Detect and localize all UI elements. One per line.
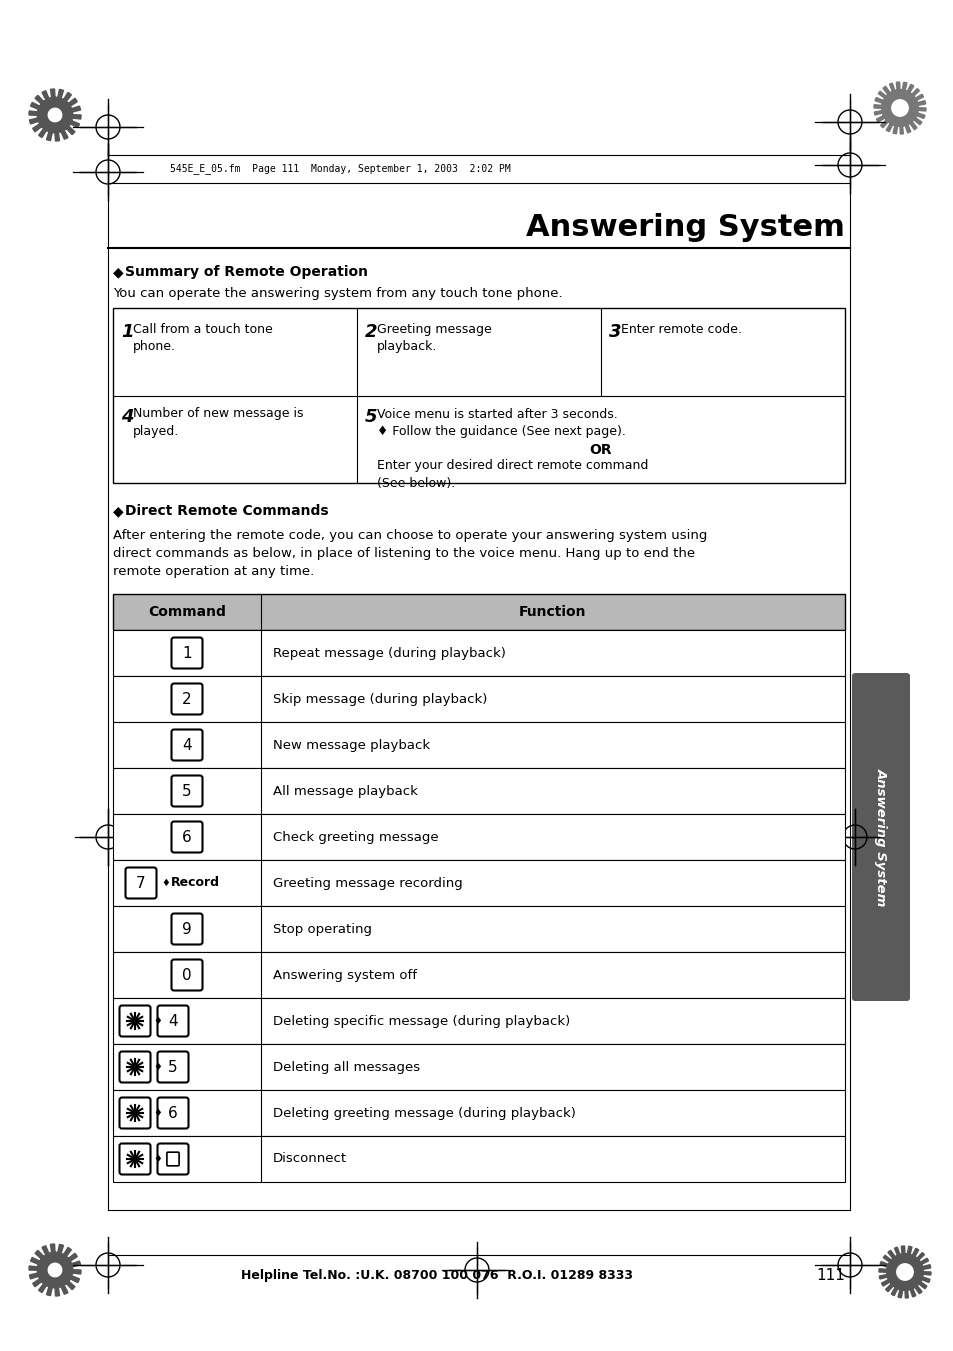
FancyBboxPatch shape xyxy=(112,861,844,907)
Text: Deleting all messages: Deleting all messages xyxy=(273,1061,419,1074)
Text: ♦: ♦ xyxy=(161,878,170,888)
Polygon shape xyxy=(896,1263,912,1281)
Text: Greeting message
playback.: Greeting message playback. xyxy=(376,323,491,353)
FancyBboxPatch shape xyxy=(157,1143,189,1174)
FancyBboxPatch shape xyxy=(172,959,202,990)
FancyBboxPatch shape xyxy=(119,1143,151,1174)
Polygon shape xyxy=(49,1263,62,1277)
FancyBboxPatch shape xyxy=(112,907,844,952)
Text: ♦: ♦ xyxy=(152,1016,162,1025)
Text: 7: 7 xyxy=(136,875,146,890)
FancyBboxPatch shape xyxy=(172,821,202,852)
Polygon shape xyxy=(49,108,62,122)
Text: Skip message (during playback): Skip message (during playback) xyxy=(273,693,487,705)
FancyBboxPatch shape xyxy=(112,630,844,676)
Text: 6: 6 xyxy=(182,830,192,844)
Text: Repeat message (during playback): Repeat message (during playback) xyxy=(273,647,505,659)
FancyBboxPatch shape xyxy=(157,1005,189,1036)
FancyBboxPatch shape xyxy=(157,1097,189,1128)
Text: Greeting message recording: Greeting message recording xyxy=(273,877,462,889)
FancyBboxPatch shape xyxy=(112,594,844,630)
Text: Call from a touch tone
phone.: Call from a touch tone phone. xyxy=(132,323,273,353)
FancyBboxPatch shape xyxy=(172,730,202,761)
Text: 9: 9 xyxy=(182,921,192,936)
Text: Command: Command xyxy=(148,605,226,619)
Polygon shape xyxy=(29,1244,81,1296)
FancyBboxPatch shape xyxy=(126,867,156,898)
Text: 1: 1 xyxy=(121,323,133,340)
Text: Enter remote code.: Enter remote code. xyxy=(620,323,741,336)
Text: Summary of Remote Operation: Summary of Remote Operation xyxy=(125,265,368,280)
FancyBboxPatch shape xyxy=(119,1005,151,1036)
Text: 1: 1 xyxy=(182,646,192,661)
Text: Number of new message is
played.: Number of new message is played. xyxy=(132,408,303,438)
Text: 5: 5 xyxy=(182,784,192,798)
Text: Stop operating: Stop operating xyxy=(273,923,372,935)
Polygon shape xyxy=(873,82,925,134)
Text: Deleting greeting message (during playback): Deleting greeting message (during playba… xyxy=(273,1106,576,1120)
FancyBboxPatch shape xyxy=(172,638,202,669)
Text: ◆: ◆ xyxy=(112,504,124,517)
FancyBboxPatch shape xyxy=(112,676,844,721)
Text: ◆: ◆ xyxy=(112,265,124,280)
Text: 5: 5 xyxy=(365,408,377,426)
Text: Record: Record xyxy=(171,877,220,889)
Text: Answering System: Answering System xyxy=(525,213,844,242)
FancyBboxPatch shape xyxy=(112,767,844,815)
Text: Check greeting message: Check greeting message xyxy=(273,831,438,843)
Text: 4: 4 xyxy=(121,408,133,426)
FancyBboxPatch shape xyxy=(112,1044,844,1090)
Text: Answering system off: Answering system off xyxy=(273,969,416,981)
Polygon shape xyxy=(29,89,81,141)
FancyBboxPatch shape xyxy=(157,1051,189,1082)
Text: ♦: ♦ xyxy=(152,1154,162,1165)
Text: 4: 4 xyxy=(168,1013,177,1028)
Text: 6: 6 xyxy=(168,1105,177,1120)
FancyBboxPatch shape xyxy=(112,1136,844,1182)
Polygon shape xyxy=(891,100,907,116)
Text: Voice menu is started after 3 seconds.: Voice menu is started after 3 seconds. xyxy=(376,408,618,420)
FancyBboxPatch shape xyxy=(119,1051,151,1082)
FancyBboxPatch shape xyxy=(112,815,844,861)
FancyBboxPatch shape xyxy=(112,952,844,998)
Text: 0: 0 xyxy=(182,967,192,982)
Text: 111: 111 xyxy=(815,1267,844,1282)
Text: 2: 2 xyxy=(365,323,377,340)
Text: 545E_E_05.fm  Page 111  Monday, September 1, 2003  2:02 PM: 545E_E_05.fm Page 111 Monday, September … xyxy=(170,163,510,174)
Text: Helpline Tel.No. :U.K. 08700 100 076  R.O.I. 01289 8333: Helpline Tel.No. :U.K. 08700 100 076 R.O… xyxy=(241,1269,633,1282)
FancyBboxPatch shape xyxy=(172,684,202,715)
Polygon shape xyxy=(878,1246,930,1298)
Text: ♦ Follow the guidance (See next page).: ♦ Follow the guidance (See next page). xyxy=(376,424,625,438)
FancyBboxPatch shape xyxy=(112,308,844,484)
Text: 3: 3 xyxy=(608,323,620,340)
Text: New message playback: New message playback xyxy=(273,739,430,751)
FancyBboxPatch shape xyxy=(112,721,844,767)
FancyBboxPatch shape xyxy=(112,1090,844,1136)
Text: All message playback: All message playback xyxy=(273,785,417,797)
Text: Function: Function xyxy=(518,605,586,619)
Text: Disconnect: Disconnect xyxy=(273,1152,347,1166)
Text: Direct Remote Commands: Direct Remote Commands xyxy=(125,504,328,517)
FancyBboxPatch shape xyxy=(851,673,909,1001)
FancyBboxPatch shape xyxy=(172,913,202,944)
Text: Deleting specific message (during playback): Deleting specific message (during playba… xyxy=(273,1015,570,1028)
Text: You can operate the answering system from any touch tone phone.: You can operate the answering system fro… xyxy=(112,286,562,300)
Text: Answering System: Answering System xyxy=(874,767,886,907)
FancyBboxPatch shape xyxy=(167,1152,179,1166)
Text: OR: OR xyxy=(589,443,612,458)
Text: Enter your desired direct remote command
(See below).: Enter your desired direct remote command… xyxy=(376,459,648,489)
Text: 5: 5 xyxy=(168,1059,177,1074)
Text: 4: 4 xyxy=(182,738,192,753)
Text: ♦: ♦ xyxy=(152,1062,162,1071)
FancyBboxPatch shape xyxy=(112,998,844,1044)
FancyBboxPatch shape xyxy=(172,775,202,807)
Text: After entering the remote code, you can choose to operate your answering system : After entering the remote code, you can … xyxy=(112,530,706,578)
Text: 2: 2 xyxy=(182,692,192,707)
FancyBboxPatch shape xyxy=(119,1097,151,1128)
Text: ♦: ♦ xyxy=(152,1108,162,1119)
